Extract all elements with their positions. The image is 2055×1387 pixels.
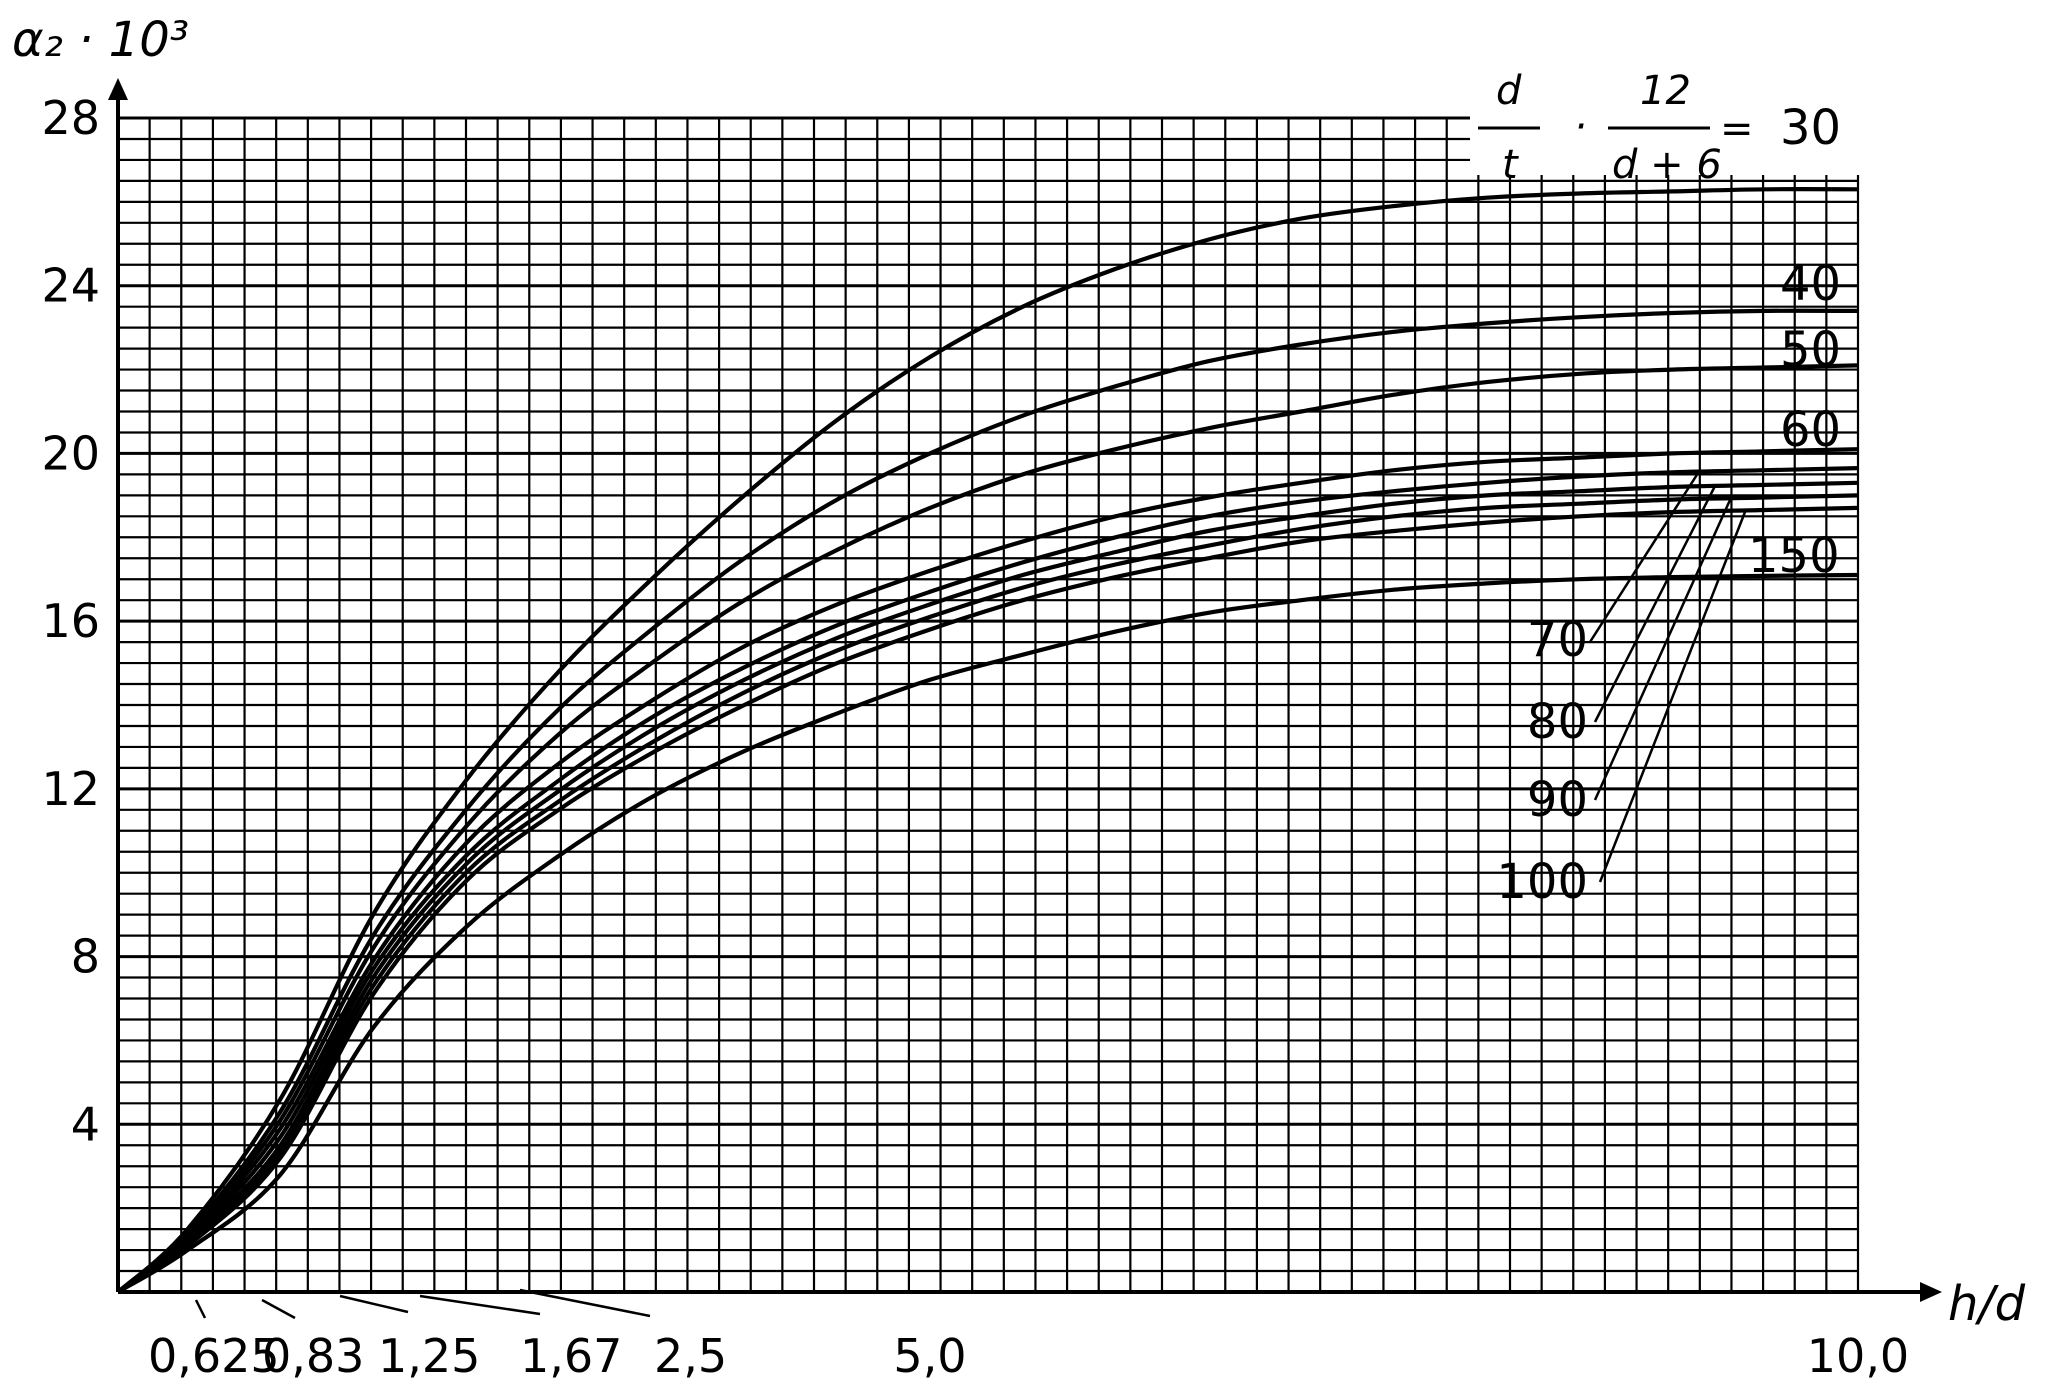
leader-line: [519, 1288, 651, 1318]
x-tick-label: 1,67: [520, 1329, 622, 1383]
curve-label-40: 40: [1780, 256, 1841, 312]
curve-label-70: 70: [1527, 612, 1588, 668]
axes: [108, 78, 1942, 1302]
legend-lhs-numerator: d: [1496, 68, 1522, 114]
y-tick-label: 28: [41, 91, 100, 145]
curve-series-80: [116, 480, 1859, 1294]
leader-line: [1593, 485, 1717, 723]
curve-series-50: [116, 363, 1859, 1294]
curve-leader-lines: [194, 469, 1747, 1320]
curve-label-80: 80: [1527, 694, 1588, 750]
leader-line: [419, 1294, 541, 1316]
curve-label-150: 150: [1748, 528, 1840, 584]
x-axis-arrow-icon: [1920, 1282, 1942, 1302]
legend-rhs-denominator: d + 6: [1612, 142, 1722, 188]
leader-line: [194, 1299, 207, 1319]
curve-label-100: 100: [1496, 854, 1588, 910]
x-tick-label: 1,25: [378, 1329, 480, 1383]
legend-formula: d t · 12 d + 6 =: [1478, 68, 1754, 188]
x-axis-title: h/d: [1948, 1276, 2026, 1332]
curve-series-40: [116, 308, 1859, 1294]
legend-dot: ·: [1574, 104, 1587, 150]
x-tick-label: 10,0: [1807, 1329, 1909, 1383]
curve-label-60: 60: [1780, 402, 1841, 458]
curve-series-30: [116, 187, 1859, 1294]
y-tick-label: 12: [41, 762, 100, 816]
leader-line: [339, 1294, 409, 1314]
x-tick-label: 2,5: [654, 1329, 727, 1383]
leader-line: [261, 1298, 296, 1320]
y-tick-label: 24: [41, 259, 100, 313]
curve-series-60: [116, 447, 1859, 1294]
x-tick-label: 0,625: [148, 1329, 280, 1383]
curve-series-100: [116, 505, 1859, 1294]
y-tick-label: 20: [41, 426, 100, 480]
curve-label-90: 90: [1527, 772, 1588, 828]
legend-rhs-numerator: 12: [1640, 68, 1691, 114]
curve-series-90: [116, 493, 1859, 1294]
grid: [116, 116, 1860, 1294]
leader-line: [1598, 511, 1747, 883]
y-axis-title: α₂ · 10³: [12, 12, 189, 68]
y-tick-label: 16: [41, 594, 100, 648]
y-tick-label: 8: [71, 930, 100, 984]
curve-label-50: 50: [1780, 322, 1841, 378]
y-tick-label: 4: [71, 1097, 100, 1151]
leader-line: [1588, 469, 1702, 643]
x-tick-label: 5,0: [893, 1329, 966, 1383]
x-tick-label: 0,83: [262, 1329, 364, 1383]
leader-line: [1593, 499, 1732, 801]
legend-lhs-denominator: t: [1502, 142, 1519, 188]
curve-series-70: [116, 466, 1859, 1294]
curve-series-150: [116, 572, 1859, 1294]
legend-equals: =: [1720, 106, 1754, 152]
curves: 30 40 50 60 70 80 90 100 150: [116, 100, 1859, 1294]
curve-label-30: 30: [1780, 100, 1841, 156]
y-axis-arrow-icon: [108, 78, 128, 100]
